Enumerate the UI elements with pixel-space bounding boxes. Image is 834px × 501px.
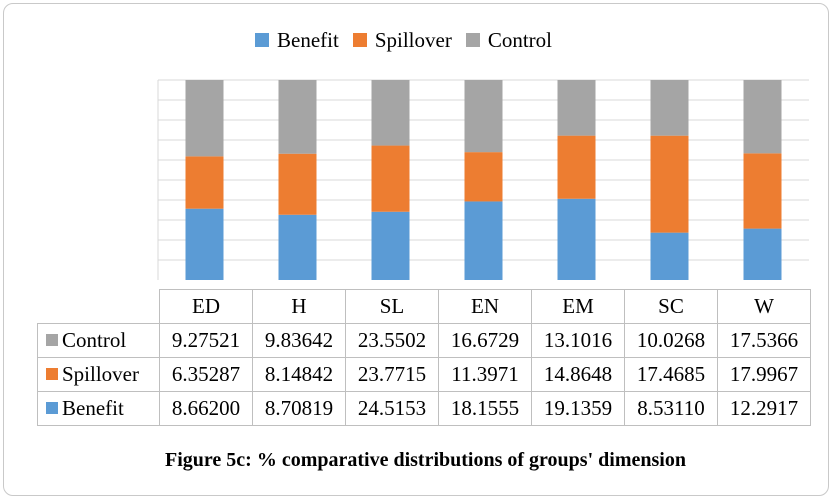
bar-benefit-h <box>278 214 317 280</box>
data-label-control-en: 16.6729 <box>438 323 532 358</box>
data-label-benefit-sl: 24.5153 <box>345 391 439 426</box>
bar-benefit-w <box>743 228 782 280</box>
data-label-control-sc: 10.0268 <box>624 323 718 358</box>
data-label-control-h: 9.83642 <box>252 323 346 358</box>
data-label-control-w: 17.5366 <box>717 323 811 358</box>
bar-control-h <box>278 80 317 154</box>
chart-data-table: ED H SL EN EM SC W Control 9.27521 9.83642 23.5502… <box>37 289 811 426</box>
row-label-control: Control <box>62 328 127 352</box>
data-label-spillover-sl: 23.7715 <box>345 357 439 392</box>
legend-swatch-benefit <box>255 33 269 47</box>
category-label-sc: SC <box>624 289 718 324</box>
table-corner <box>38 290 160 324</box>
row-header-control: Control <box>37 323 160 358</box>
row-header-benefit: Benefit <box>37 391 160 426</box>
row-swatch-control <box>46 334 58 346</box>
data-label-benefit-em: 19.1359 <box>531 391 625 426</box>
bar-spillover-en <box>464 152 503 202</box>
row-swatch-benefit <box>46 402 58 414</box>
bar-control-en <box>464 80 503 153</box>
bar-control-ed <box>185 80 224 157</box>
legend-label-control: Control <box>487 27 552 52</box>
bar-control-w <box>743 80 782 154</box>
bar-benefit-ed <box>185 208 224 280</box>
legend-swatch-spillover <box>352 33 367 47</box>
data-label-spillover-w: 17.9967 <box>717 357 811 392</box>
category-label-em: EM <box>531 289 625 324</box>
bar-spillover-h <box>278 153 317 215</box>
figure-caption: Figure 5c: % comparative distributions o… <box>165 449 686 471</box>
bar-benefit-en <box>464 201 503 280</box>
legend-item-spillover: Spillover <box>352 27 452 53</box>
category-label-h: H <box>252 289 346 324</box>
data-label-spillover-em: 14.8648 <box>531 357 625 392</box>
data-label-control-em: 13.1016 <box>531 323 625 358</box>
data-label-benefit-h: 8.70819 <box>252 391 346 426</box>
data-label-benefit-w: 12.2917 <box>717 391 811 426</box>
table-row-spillover: Spillover 6.35287 8.14842 23.7715 11.3971 14.… <box>37 357 811 392</box>
bar-control-sc <box>650 80 689 136</box>
bar-spillover-sc <box>650 135 689 233</box>
legend-swatch-control <box>465 33 480 47</box>
legend-item-benefit: Benefit <box>255 28 339 53</box>
category-label-ed: ED <box>159 289 253 324</box>
category-label-w: W <box>717 289 811 324</box>
chart-legend: Benefit Spillover Control <box>255 27 566 53</box>
legend-label-benefit: Benefit <box>277 27 339 52</box>
bar-control-em <box>557 80 596 136</box>
table-row-control: Control 9.27521 9.83642 23.5502 16.6729 13.10… <box>37 323 811 358</box>
data-label-benefit-en: 18.1555 <box>438 391 532 426</box>
data-label-control-sl: 23.5502 <box>345 323 439 358</box>
bar-spillover-w <box>743 153 782 229</box>
data-label-spillover-ed: 6.35287 <box>159 357 253 392</box>
bar-benefit-sc <box>650 232 689 280</box>
data-label-spillover-sc: 17.4685 <box>624 357 718 392</box>
table-row-benefit: Benefit 8.66200 8.70819 24.5153 18.1555 19.13… <box>37 391 811 426</box>
data-label-spillover-h: 8.14842 <box>252 357 346 392</box>
row-header-spillover: Spillover <box>37 357 160 392</box>
bar-benefit-sl <box>371 211 410 280</box>
row-label-spillover: Spillover <box>62 362 139 386</box>
legend-item-control: Control <box>465 27 552 53</box>
data-label-benefit-ed: 8.66200 <box>159 391 253 426</box>
data-label-benefit-sc: 8.53110 <box>624 391 718 426</box>
legend-label-spillover: Spillover <box>374 27 452 52</box>
row-label-benefit: Benefit <box>62 396 124 420</box>
table-header-row: ED H SL EN EM SC W <box>38 289 811 324</box>
data-label-spillover-en: 11.3971 <box>438 357 532 392</box>
bar-control-sl <box>371 80 410 146</box>
category-label-en: EN <box>438 289 532 324</box>
row-swatch-spillover <box>46 368 58 380</box>
bar-spillover-sl <box>371 145 410 212</box>
category-label-sl: SL <box>345 289 439 324</box>
bar-spillover-em <box>557 135 596 199</box>
bar-spillover-ed <box>185 156 224 209</box>
data-label-control-ed: 9.27521 <box>159 323 253 358</box>
bar-benefit-em <box>557 198 596 280</box>
